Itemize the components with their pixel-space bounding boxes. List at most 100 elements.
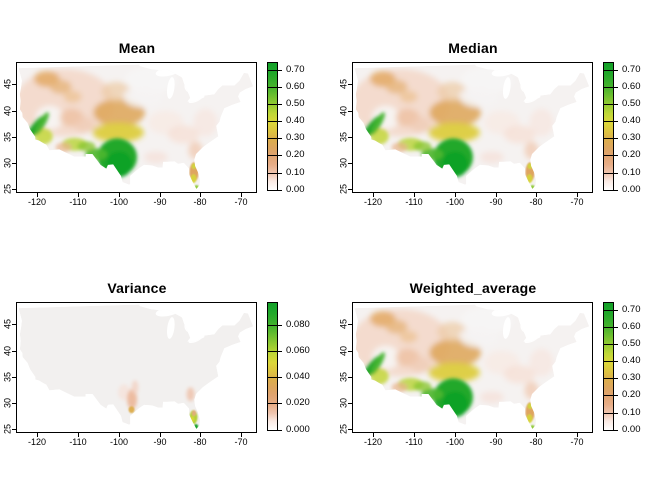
y-tick-label: 40 xyxy=(338,346,349,357)
legend-tick-label: 0.30 xyxy=(286,132,305,143)
us-raster-map xyxy=(353,303,592,432)
legend-tick-mark xyxy=(603,103,618,105)
x-tick-mark xyxy=(78,433,79,437)
legend-tick-label: 0.70 xyxy=(622,303,641,315)
x-tick-mark xyxy=(455,433,456,437)
legend-tick-mark xyxy=(603,189,618,191)
panel-median: Median -120 -110 -100 -90 -80 -70 45 40 … xyxy=(336,0,672,240)
x-tick-label: -80 xyxy=(529,437,543,447)
legend-tick-mark xyxy=(267,69,282,71)
x-tick-mark xyxy=(200,193,201,197)
legend-tick-mark xyxy=(603,86,618,88)
y-tick-label: 25 xyxy=(2,184,13,195)
x-tick-mark xyxy=(241,193,242,197)
legend-tick-mark xyxy=(267,86,282,88)
legend-tick-label: 0.40 xyxy=(622,355,641,366)
legend-colorbar xyxy=(603,302,614,431)
map-plot-area xyxy=(352,302,593,433)
legend-tick-mark xyxy=(603,172,618,174)
y-tick-label: 45 xyxy=(338,319,349,330)
legend-tick-label: 0.70 xyxy=(286,63,305,75)
y-tick-mark xyxy=(348,351,352,352)
legend-tick-label: 0.40 xyxy=(622,115,641,126)
map-plot-area xyxy=(352,62,593,193)
x-tick-mark xyxy=(200,433,201,437)
x-tick-mark xyxy=(37,433,38,437)
legend-tick-mark xyxy=(603,69,618,71)
x-tick-label: -90 xyxy=(153,437,167,447)
legend-tick-label: 0.00 xyxy=(622,183,641,195)
y-tick-mark xyxy=(12,324,16,325)
x-tick-label: -110 xyxy=(69,197,87,207)
legend-tick-mark xyxy=(267,172,282,174)
legend-tick-label: 0.60 xyxy=(286,80,305,92)
y-tick-mark xyxy=(348,84,352,85)
x-tick-label: -110 xyxy=(405,437,423,447)
legend-tick-label: 0.20 xyxy=(622,149,641,160)
legend-tick-label: 0.70 xyxy=(622,63,641,75)
legend-tick-label: 0.50 xyxy=(622,97,641,109)
x-tick-label: -120 xyxy=(27,197,46,207)
y-tick-label: 35 xyxy=(2,372,13,383)
legend-tick-label: 0.080 xyxy=(286,318,310,330)
y-tick-mark xyxy=(348,403,352,404)
x-tick-mark xyxy=(577,193,578,197)
legend-colorbar xyxy=(267,302,278,431)
x-tick-mark xyxy=(414,193,415,197)
legend-tick-mark xyxy=(267,103,282,105)
y-tick-label: 25 xyxy=(2,424,13,435)
x-tick-label: -80 xyxy=(529,197,543,207)
x-tick-label: -70 xyxy=(570,197,584,207)
y-tick-label: 40 xyxy=(2,346,13,357)
y-tick-label: 35 xyxy=(338,372,349,383)
legend-colorbar xyxy=(267,62,278,191)
y-tick-mark xyxy=(12,189,16,190)
legend-tick-mark xyxy=(603,326,618,328)
x-tick-mark xyxy=(414,433,415,437)
us-raster-map xyxy=(17,63,256,192)
y-tick-label: 45 xyxy=(2,79,13,90)
legend-tick-label: 0.40 xyxy=(286,115,305,126)
legend-tick-mark xyxy=(603,361,618,362)
x-tick-mark xyxy=(455,193,456,197)
y-tick-mark xyxy=(12,429,16,430)
x-tick-label: -70 xyxy=(234,197,248,207)
legend-tick-mark xyxy=(603,343,618,345)
legend-tick-mark xyxy=(267,377,282,378)
legend-tick-mark xyxy=(603,121,618,122)
legend-tick-label: 0.000 xyxy=(286,423,310,435)
y-tick-label: 30 xyxy=(338,158,349,169)
y-tick-mark xyxy=(12,163,16,164)
legend-tick-mark xyxy=(603,429,618,431)
legend-tick-mark xyxy=(603,309,618,311)
legend-tick-label: 0.60 xyxy=(622,80,641,92)
legend-tick-mark xyxy=(267,121,282,122)
x-tick-label: -100 xyxy=(445,437,464,447)
x-tick-mark xyxy=(78,193,79,197)
y-tick-mark xyxy=(12,84,16,85)
map-plot-area xyxy=(16,302,257,433)
legend-tick-mark xyxy=(267,351,282,352)
y-tick-label: 45 xyxy=(2,319,13,330)
legend-tick-label: 0.060 xyxy=(286,345,310,356)
x-tick-label: -80 xyxy=(193,437,207,447)
x-tick-label: -80 xyxy=(193,197,207,207)
x-tick-label: -90 xyxy=(489,437,503,447)
x-tick-mark xyxy=(536,433,537,437)
legend-tick-mark xyxy=(267,324,282,326)
x-tick-mark xyxy=(496,433,497,437)
x-tick-label: -100 xyxy=(109,197,128,207)
legend-tick-label: 0.30 xyxy=(622,132,641,143)
legend-tick-label: 0.10 xyxy=(622,406,641,418)
x-tick-label: -90 xyxy=(489,197,503,207)
y-tick-label: 40 xyxy=(338,106,349,117)
us-raster-map xyxy=(17,303,256,432)
legend-tick-mark xyxy=(603,155,618,156)
panel-mean: Mean -120 -110 -100 -90 -80 -70 45 40 35… xyxy=(0,0,336,240)
legend-tick-mark xyxy=(267,189,282,191)
legend-tick-label: 0.00 xyxy=(286,183,305,195)
y-tick-mark xyxy=(12,377,16,378)
y-tick-mark xyxy=(348,137,352,138)
panel-title: Weighted_average xyxy=(409,280,537,296)
x-tick-mark xyxy=(37,193,38,197)
